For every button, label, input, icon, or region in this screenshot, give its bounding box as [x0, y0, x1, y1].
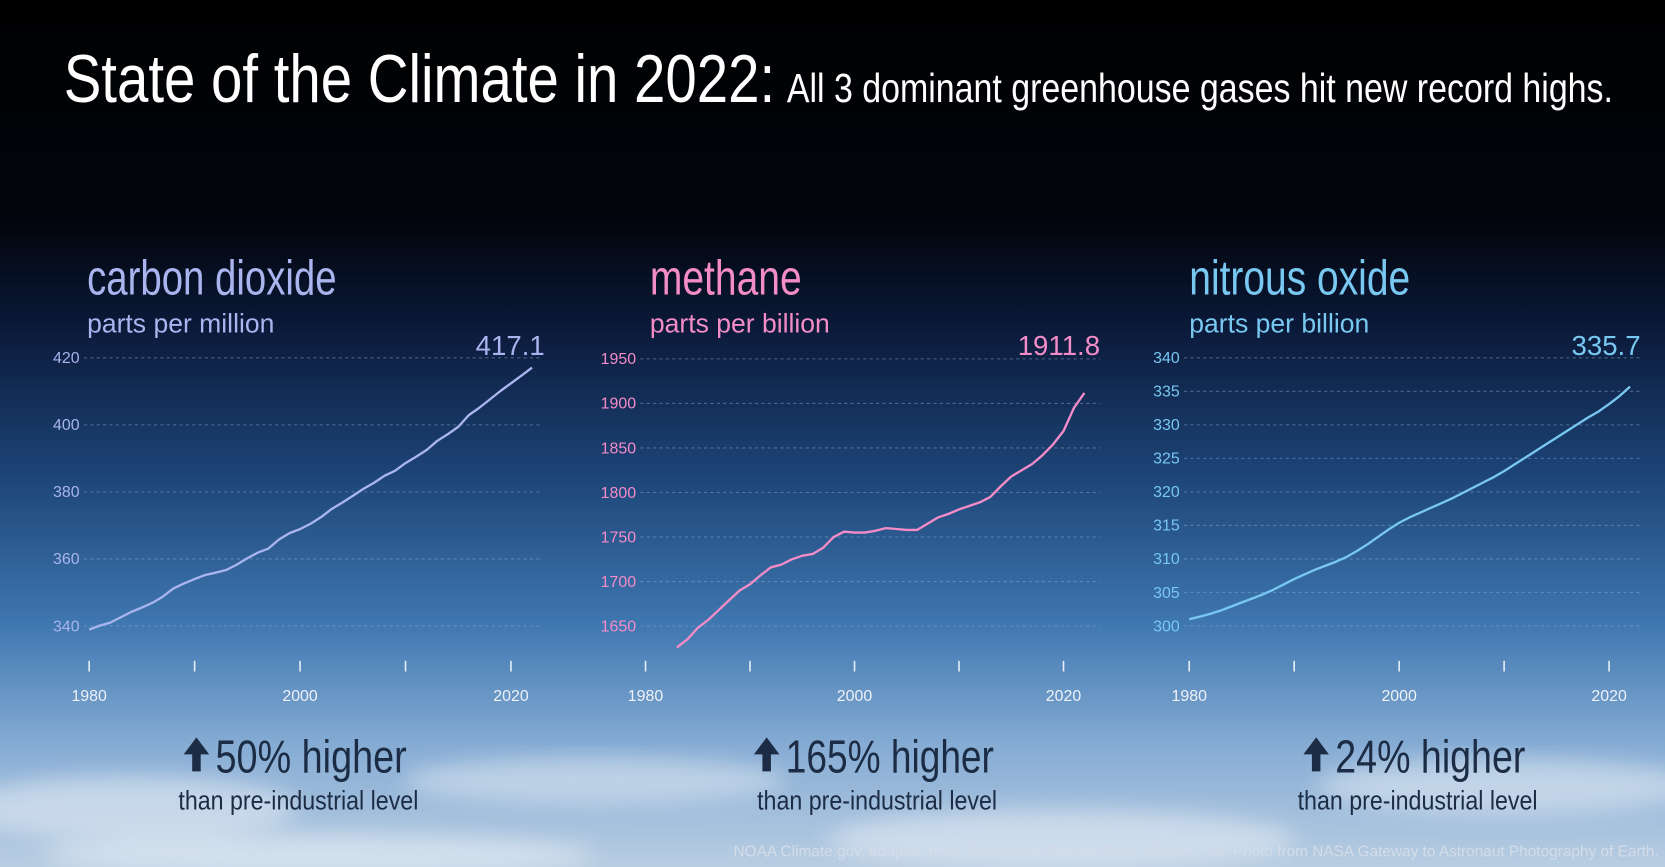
panel-title: nitrous oxide [1189, 251, 1410, 305]
y-tick-label: 1650 [601, 618, 637, 635]
change-label: 165% higher [786, 730, 994, 782]
y-tick-label: 1900 [601, 396, 637, 413]
change-note: than pre-industrial level [757, 786, 997, 816]
change-label: 50% higher [216, 730, 407, 782]
x-tick-label: 2000 [282, 688, 318, 705]
y-tick-label: 300 [1153, 618, 1180, 635]
end-value-label: 1911.8 [1018, 330, 1100, 361]
panel-title: methane [650, 251, 802, 305]
change-note: than pre-industrial level [178, 786, 418, 816]
y-tick-label: 305 [1153, 585, 1180, 602]
y-tick-label: 1800 [601, 485, 637, 502]
data-line [676, 392, 1086, 649]
y-tick-label: 330 [1153, 417, 1180, 434]
x-tick-label: 1980 [71, 688, 107, 705]
source-text: NOAA Climate.gov, adapted from [734, 843, 965, 860]
panel-unit: parts per million [87, 309, 274, 339]
end-value-label: 335.7 [1572, 330, 1641, 361]
subtitle: All 3 dominant greenhouse gases hit new … [787, 65, 1613, 111]
y-tick-label: 1700 [601, 574, 637, 591]
y-tick-label: 320 [1153, 484, 1180, 501]
data-line [1188, 385, 1631, 621]
end-value-label: 417.1 [476, 330, 545, 361]
y-tick-label: 420 [53, 350, 80, 367]
y-tick-label: 400 [53, 417, 80, 434]
y-tick-label: 335 [1153, 384, 1180, 401]
y-tick-label: 1850 [601, 440, 637, 457]
y-tick-label: 340 [53, 618, 80, 635]
x-tick-label: 2020 [1591, 688, 1627, 705]
y-tick-label: 310 [1153, 551, 1180, 568]
x-tick-label: 1980 [628, 688, 664, 705]
source-italic: State of the Climate 2022 [964, 843, 1138, 860]
y-tick-label: 380 [53, 484, 80, 501]
y-tick-label: 1950 [601, 351, 637, 368]
x-tick-label: 2020 [493, 688, 529, 705]
data-line [88, 366, 533, 631]
y-tick-label: 360 [53, 551, 80, 568]
y-tick-label: 325 [1153, 451, 1180, 468]
panel-title: carbon dioxide [87, 251, 337, 305]
up-arrow-icon [753, 737, 780, 772]
up-arrow-icon [1303, 737, 1329, 772]
x-tick-label: 2020 [1046, 688, 1082, 705]
up-arrow-icon [183, 737, 210, 772]
title: State of the Climate in 2022: [64, 41, 775, 117]
clouds [0, 757, 1665, 867]
source-text: , Figure 2.56. Photo from NASA Gateway t… [1138, 843, 1659, 860]
panel-unit: parts per billion [650, 309, 830, 339]
source-note: NOAA Climate.gov, adapted from State of … [734, 843, 1659, 860]
panel-unit: parts per billion [1189, 309, 1369, 339]
x-tick-label: 2000 [837, 688, 873, 705]
y-tick-label: 340 [1153, 350, 1180, 367]
change-label: 24% higher [1335, 730, 1525, 782]
change-note: than pre-industrial level [1298, 786, 1538, 816]
x-tick-label: 1980 [1172, 688, 1208, 705]
y-tick-label: 315 [1153, 518, 1180, 535]
x-tick-label: 2000 [1381, 688, 1417, 705]
y-tick-label: 1750 [601, 529, 637, 546]
